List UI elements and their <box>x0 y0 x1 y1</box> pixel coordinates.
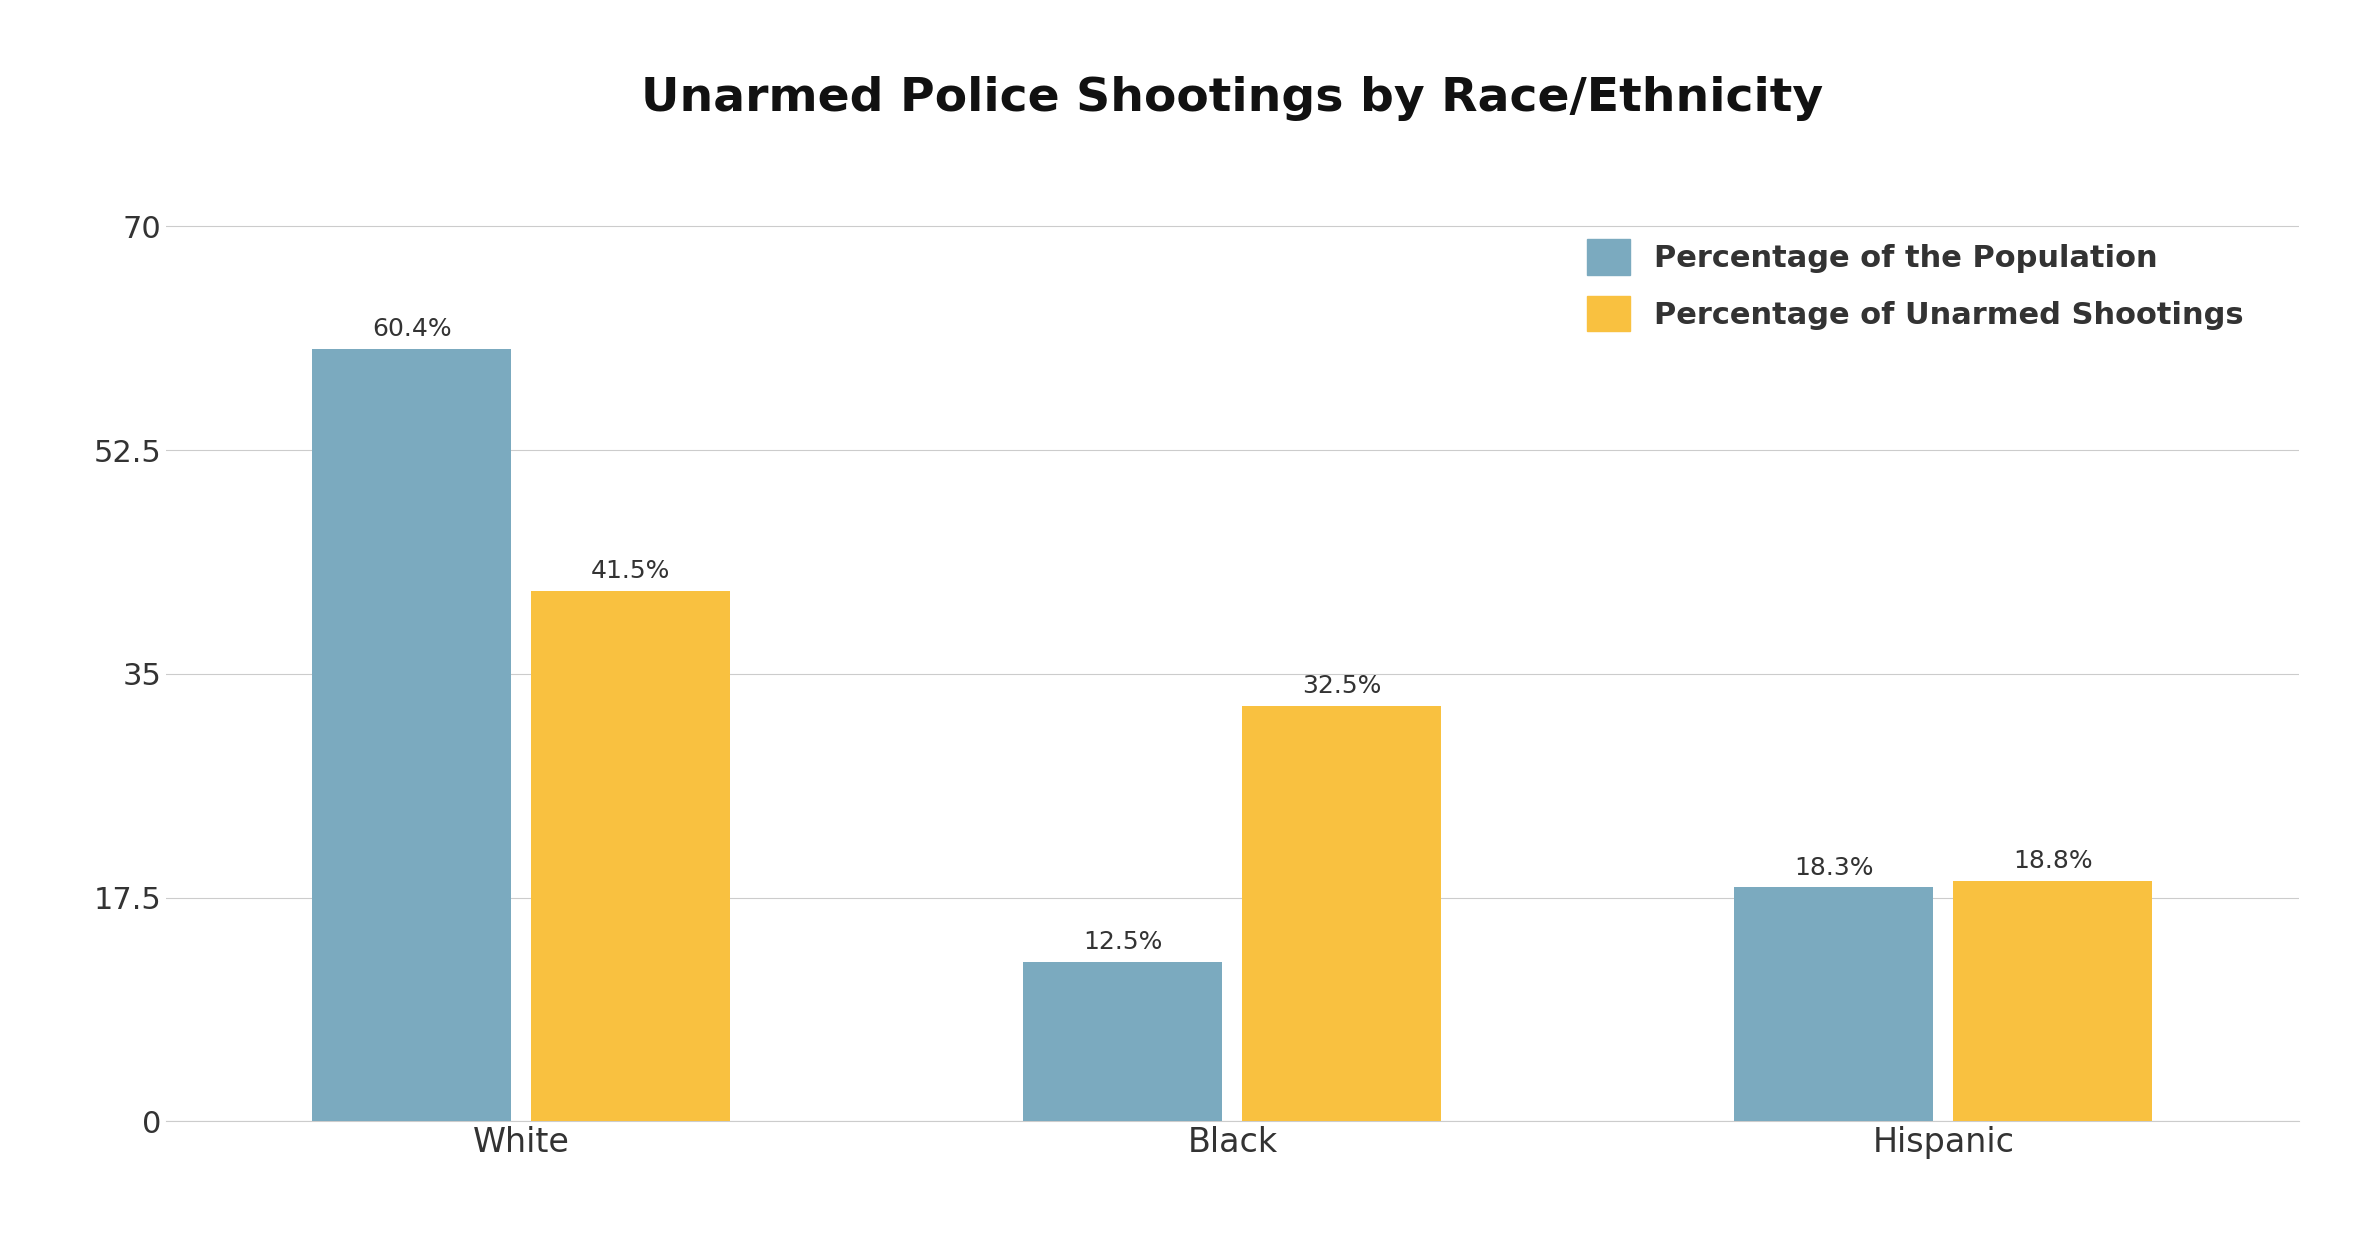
Bar <box>1242 705 1441 1121</box>
Text: 18.3%: 18.3% <box>1794 856 1875 880</box>
Text: 60.4%: 60.4% <box>372 318 453 341</box>
Text: 12.5%: 12.5% <box>1083 930 1164 954</box>
Legend: Percentage of the Population, Percentage of Unarmed Shootings: Percentage of the Population, Percentage… <box>1576 227 2256 344</box>
Bar <box>313 349 512 1121</box>
Bar <box>1735 887 1934 1121</box>
Bar <box>1953 881 2152 1121</box>
Text: 41.5%: 41.5% <box>590 559 671 583</box>
Text: 18.8%: 18.8% <box>2012 850 2093 873</box>
Title: Unarmed Police Shootings by Race/Ethnicity: Unarmed Police Shootings by Race/Ethnici… <box>642 76 1823 121</box>
Bar <box>531 591 730 1121</box>
Text: 32.5%: 32.5% <box>1301 674 1382 698</box>
Bar <box>1024 962 1223 1121</box>
